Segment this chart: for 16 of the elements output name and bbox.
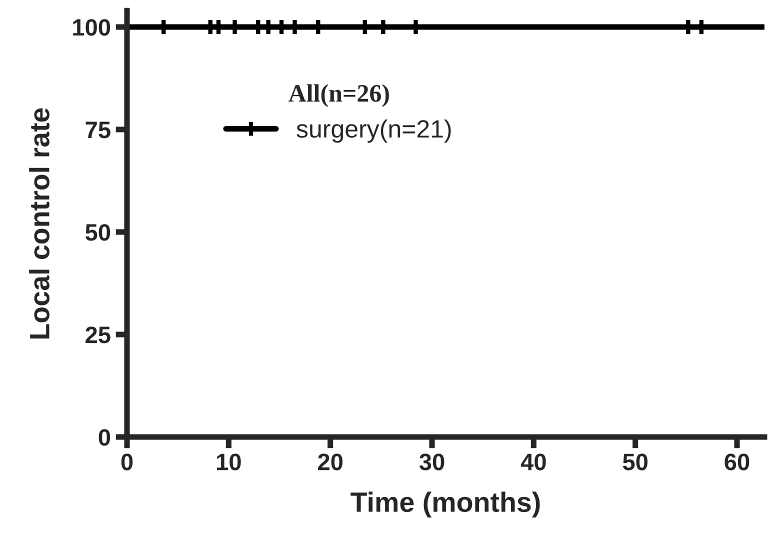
x-tick-label: 10 bbox=[217, 454, 241, 470]
legend-label: surgery(n=21) bbox=[296, 119, 451, 143]
x-axis-title: Time (months) bbox=[350, 492, 540, 518]
x-tick-label: 50 bbox=[622, 454, 648, 470]
y-tick-label: 50 bbox=[85, 224, 110, 241]
y-tick-label: 75 bbox=[86, 122, 110, 138]
legend-title: All(n=26) bbox=[288, 84, 389, 107]
y-tick-label: 25 bbox=[86, 326, 110, 344]
y-tick-label: 100 bbox=[73, 19, 110, 36]
x-tick-label: 30 bbox=[419, 454, 444, 470]
x-tick-label: 60 bbox=[724, 454, 750, 470]
x-tick-label: 40 bbox=[520, 454, 546, 470]
y-axis-title: Local control rate bbox=[29, 108, 50, 338]
x-tick-label: 20 bbox=[318, 454, 342, 470]
x-tick-label: 0 bbox=[121, 454, 133, 470]
y-tick-label: 0 bbox=[98, 429, 110, 446]
